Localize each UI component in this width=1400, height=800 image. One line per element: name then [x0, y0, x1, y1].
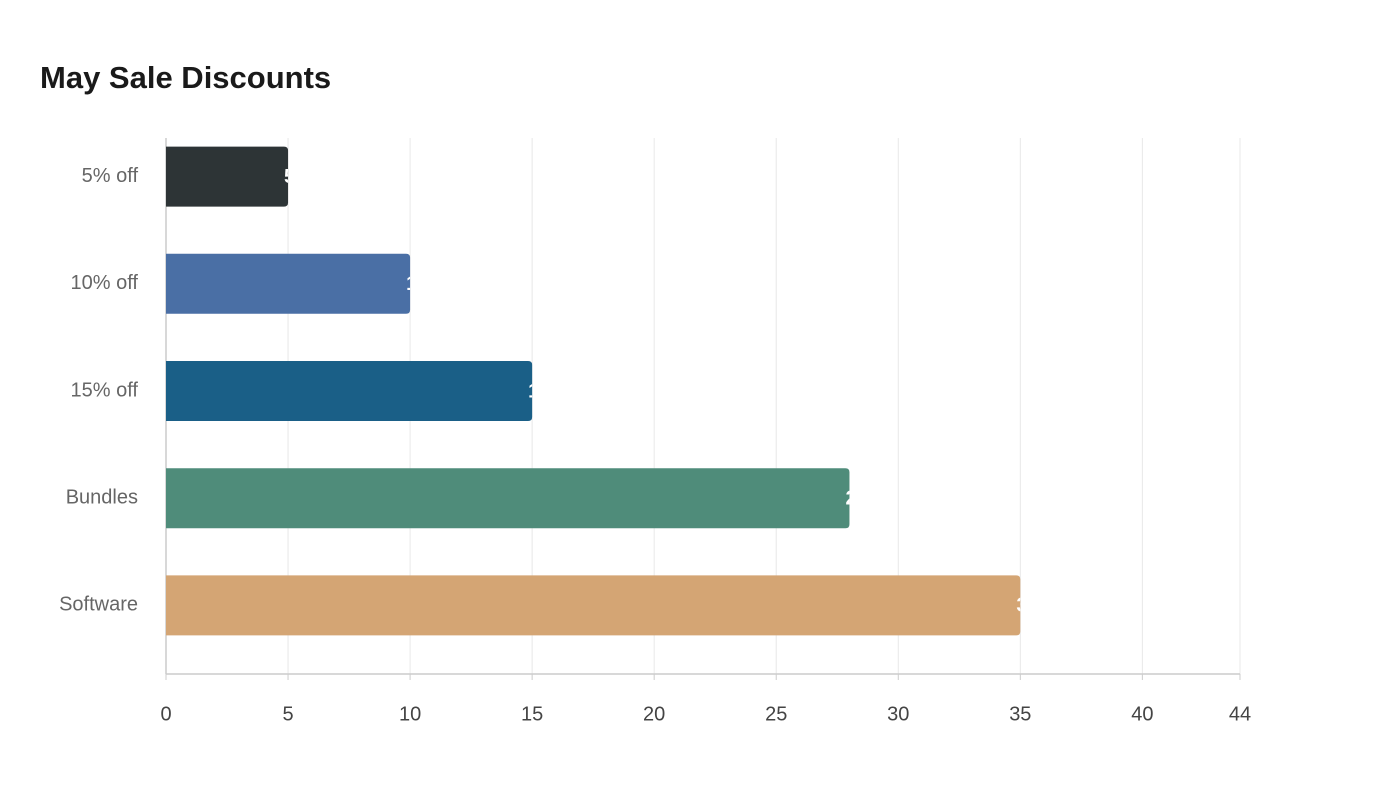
- x-tick-label: 44: [1229, 703, 1251, 725]
- x-tick-label: 15: [521, 703, 543, 725]
- value-label: 10: [406, 273, 428, 295]
- value-label: 5: [284, 166, 295, 188]
- y-tick-label: 5% off: [82, 165, 139, 187]
- value-label: 15: [528, 380, 550, 402]
- x-tick-label: 20: [643, 703, 665, 725]
- value-label: 28: [845, 487, 867, 509]
- chart-title: May Sale Discounts: [40, 60, 331, 95]
- x-tick-label: 30: [887, 703, 909, 725]
- y-tick-label: 15% off: [71, 379, 139, 401]
- bar: [166, 361, 533, 421]
- x-tick-label: 0: [160, 703, 171, 725]
- y-tick-label: Bundles: [66, 486, 138, 508]
- y-tick-label: 10% off: [71, 272, 139, 294]
- bar: [166, 575, 1021, 636]
- x-tick-label: 10: [399, 703, 421, 725]
- x-tick-label: 5: [282, 703, 293, 725]
- y-tick-label: Software: [59, 594, 138, 616]
- x-tick-label: 25: [765, 703, 787, 725]
- bar: [166, 468, 850, 529]
- bar: [166, 146, 289, 207]
- x-tick-label: 35: [1009, 703, 1031, 725]
- bar: [166, 253, 411, 314]
- value-label: 35: [1016, 595, 1038, 617]
- x-tick-label: 40: [1131, 703, 1153, 725]
